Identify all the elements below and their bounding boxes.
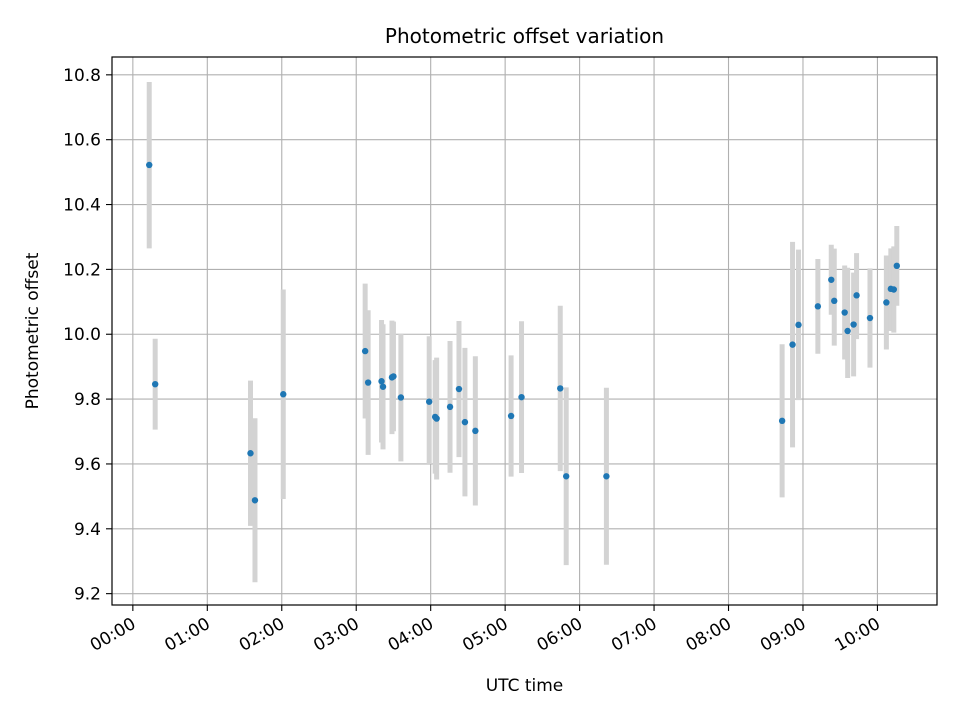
data-point [789, 341, 796, 348]
y-tick-label: 9.4 [74, 520, 101, 540]
data-point [461, 418, 469, 426]
data-point [378, 378, 385, 385]
data-point [518, 393, 525, 401]
y-axis-ticks: 9.2 9.4 9.6 9.8 10.0 10.2 10.4 10.6 10.8 [63, 66, 112, 605]
data-point [146, 161, 153, 169]
data-point [828, 276, 835, 283]
y-axis-label: Photometric offset [23, 252, 43, 409]
data-point [397, 394, 405, 401]
data-points [146, 161, 900, 504]
data-point [251, 497, 259, 504]
data-point [557, 385, 564, 392]
data-point [390, 373, 397, 380]
data-point [603, 473, 610, 480]
data-point [455, 385, 463, 393]
data-point [446, 403, 454, 411]
data-point [866, 314, 874, 322]
data-point [507, 412, 515, 420]
y-tick-label: 9.6 [74, 455, 101, 475]
data-point [361, 347, 369, 355]
data-point [433, 415, 440, 422]
y-tick-label: 10.0 [63, 325, 101, 345]
chart-title: Photometric offset variation [385, 24, 664, 48]
data-point [795, 321, 802, 329]
data-point [841, 309, 848, 316]
y-tick-label: 9.8 [74, 390, 101, 410]
y-tick-label: 10.4 [63, 196, 101, 216]
data-point [151, 380, 159, 388]
data-point [890, 286, 898, 293]
data-point [472, 427, 479, 435]
data-point [850, 321, 857, 328]
data-point [883, 299, 890, 306]
data-point [814, 303, 822, 310]
y-tick-label: 10.2 [63, 260, 101, 280]
data-point [831, 297, 838, 305]
data-point [247, 450, 254, 457]
grid-lines [112, 57, 937, 605]
data-point [280, 391, 287, 398]
y-tick-label: 9.2 [74, 585, 101, 605]
data-point [562, 473, 570, 480]
data-point [778, 417, 786, 425]
data-point [844, 327, 851, 335]
y-tick-label: 10.8 [63, 66, 101, 86]
data-point [379, 383, 387, 390]
data-point [893, 262, 900, 270]
data-point [364, 379, 372, 386]
data-point [425, 398, 433, 405]
y-tick-label: 10.6 [63, 131, 101, 151]
data-point [853, 292, 860, 299]
x-axis-label: UTC time [486, 676, 564, 696]
plot-frame [111, 56, 938, 606]
